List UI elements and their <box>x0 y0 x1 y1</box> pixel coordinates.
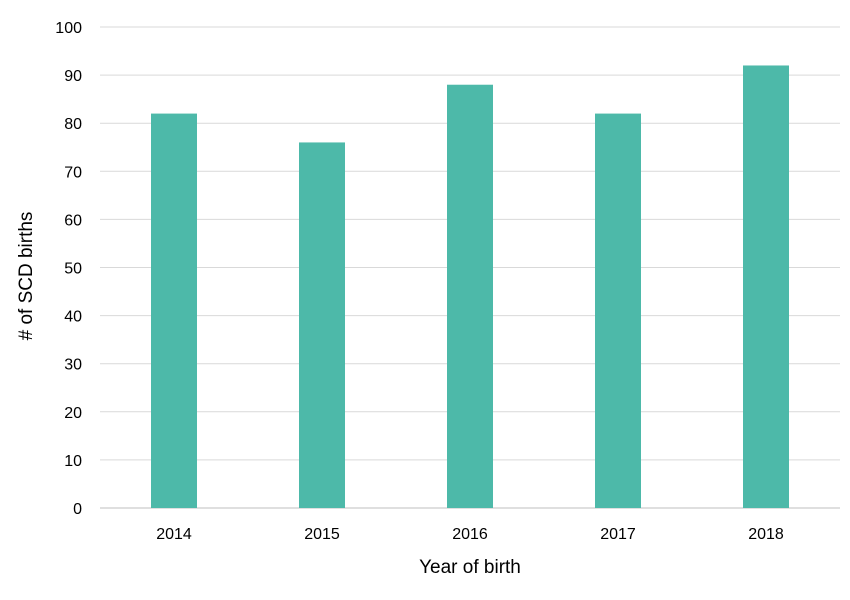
x-tick-label: 2018 <box>748 526 784 543</box>
bar-2016 <box>447 84 493 508</box>
bar-2017 <box>595 113 641 508</box>
y-axis-ticks: 0 10 20 30 40 50 60 70 80 90 100 <box>55 20 82 518</box>
x-tick-label: 2016 <box>452 526 488 543</box>
bar-2018 <box>743 65 789 508</box>
x-tick-label: 2014 <box>156 526 192 543</box>
y-tick-label: 100 <box>55 20 82 37</box>
x-axis-ticks: 2014 2015 2016 2017 2018 <box>156 526 784 543</box>
x-tick-label: 2015 <box>304 526 340 543</box>
y-tick-label: 10 <box>64 453 82 470</box>
y-tick-label: 60 <box>64 212 82 229</box>
bar-2014 <box>151 113 197 508</box>
y-tick-label: 90 <box>64 68 82 85</box>
bar-2015 <box>299 142 345 508</box>
y-tick-label: 30 <box>64 357 82 374</box>
y-tick-label: 70 <box>64 164 82 181</box>
y-tick-label: 20 <box>64 405 82 422</box>
y-tick-label: 80 <box>64 116 82 133</box>
bars <box>151 65 789 508</box>
x-axis-title: Year of birth <box>419 557 521 578</box>
y-tick-label: 40 <box>64 309 82 326</box>
y-tick-label: 0 <box>73 501 82 518</box>
y-tick-label: 50 <box>64 261 82 278</box>
x-tick-label: 2017 <box>600 526 636 543</box>
y-axis-title: # of SCD births <box>16 212 37 341</box>
